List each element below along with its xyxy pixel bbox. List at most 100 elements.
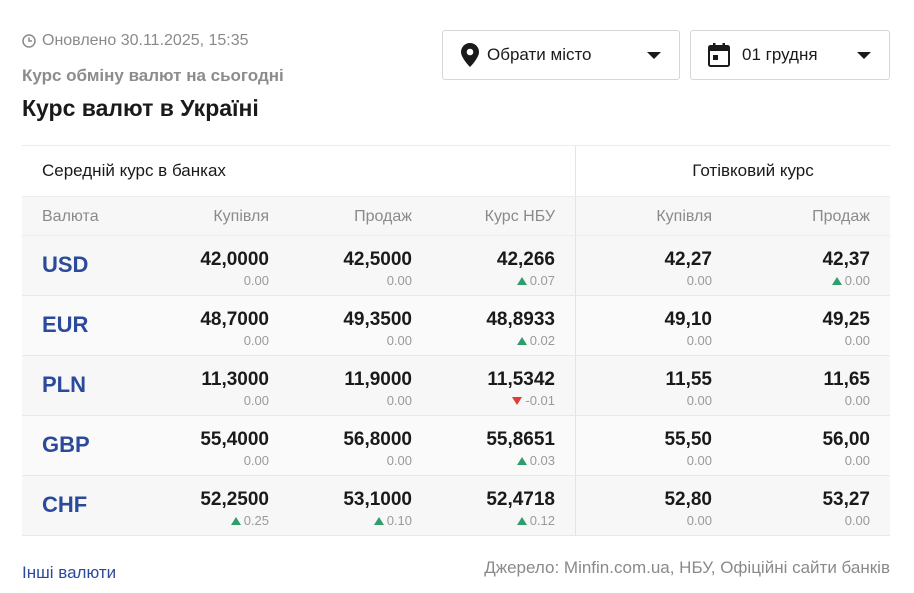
cash-sell-change-value: 0.00 [844,333,870,348]
cash-buy-change-value: 0.00 [686,513,712,528]
nbu-change-value: 0.07 [529,273,555,288]
cash-sell-cell: 11,65 0.00 [824,369,871,408]
cash-buy-value: 55,50 [664,429,712,450]
location-pin-icon [461,43,479,67]
cash-buy-change-value: 0.00 [686,273,712,288]
city-select[interactable]: Обрати місто [442,30,680,80]
col-nbu: Курс НБУ [484,208,555,225]
cash-sell-cell: 42,37 0.00 [822,249,870,288]
sell-cell: 56,8000 0.00 [343,429,412,468]
city-select-label: Обрати місто [487,45,592,64]
date-select[interactable]: 01 грудня [690,30,890,80]
buy-change-value: 0.00 [243,273,269,288]
sell-cell: 42,5000 0.00 [343,249,412,288]
sell-change: 0.00 [343,453,412,468]
column-divider [575,197,576,235]
cash-sell-value: 49,25 [822,309,870,330]
sell-change: 0.10 [343,513,412,528]
other-currencies-link[interactable]: Інші валюти [22,563,117,582]
cash-sell-cell: 53,27 0.00 [822,489,870,528]
date-select-label: 01 грудня [742,45,818,64]
sell-value: 56,8000 [343,429,412,450]
rates-table: Середній курс в банках Готівковий курс В… [22,145,890,536]
sell-change-value: 0.00 [386,453,412,468]
cash-buy-change: 0.00 [664,453,712,468]
buy-value: 52,2500 [200,489,269,510]
buy-change-value: 0.00 [243,453,269,468]
nbu-value: 11,5342 [487,369,555,390]
sell-cell: 53,1000 0.10 [343,489,412,528]
cash-sell-change-value: 0.00 [844,513,870,528]
sell-change: 0.00 [343,333,412,348]
nbu-change-value: -0.01 [525,393,555,408]
cash-buy-cell: 49,10 0.00 [664,309,712,348]
cash-sell-change-value: 0.00 [844,393,870,408]
currency-code-link[interactable]: CHF [42,492,88,517]
source-note: Джерело: Minfin.com.ua, НБУ, Офіційні са… [484,558,890,577]
buy-change: 0.00 [200,333,269,348]
column-divider [575,476,576,535]
currency-code-link[interactable]: USD [42,252,89,277]
group-bank-average: Середній курс в банках [22,146,576,196]
arrow-up-icon [230,517,241,525]
updated-info: Оновлено 30.11.2025, 15:35 [22,32,249,50]
buy-value: 48,7000 [200,309,269,330]
col-sell: Продаж [354,208,412,225]
cash-buy-change: 0.00 [666,393,712,408]
nbu-change-value: 0.02 [529,333,555,348]
nbu-value: 55,8651 [486,429,555,450]
cash-buy-value: 42,27 [664,249,712,270]
col-currency: Валюта [42,208,99,225]
nbu-change: 0.07 [497,273,555,288]
caret-down-icon [857,52,871,59]
currency-code-link[interactable]: PLN [42,372,86,397]
column-divider [575,356,576,415]
cash-buy-cell: 52,80 0.00 [664,489,712,528]
nbu-cell: 52,4718 0.12 [486,489,555,528]
buy-value: 55,4000 [200,429,269,450]
cash-buy-value: 49,10 [664,309,712,330]
nbu-change: -0.01 [487,393,555,408]
cash-buy-change: 0.00 [664,513,712,528]
column-divider [575,416,576,475]
group-cash-rate: Готівковий курс [692,161,814,180]
arrow-down-icon [512,397,523,405]
buy-value: 42,0000 [200,249,269,270]
arrow-up-icon [516,277,527,285]
cash-buy-change-value: 0.00 [686,453,712,468]
sell-change: 0.00 [343,273,412,288]
caret-down-icon [647,52,661,59]
nbu-value: 48,8933 [486,309,555,330]
table-row: USD 42,0000 0.00 42,5000 0.00 42,266 0.07 42,27… [22,236,890,296]
buy-change: 0.25 [200,513,269,528]
table-row: EUR 48,7000 0.00 49,3500 0.00 48,8933 0.02 49,1… [22,296,890,356]
sell-cell: 49,3500 0.00 [343,309,412,348]
nbu-change-value: 0.12 [529,513,555,528]
buy-change: 0.00 [200,453,269,468]
currency-code-link[interactable]: EUR [42,312,89,337]
nbu-change: 0.12 [486,513,555,528]
cash-buy-value: 52,80 [664,489,712,510]
nbu-cell: 55,8651 0.03 [486,429,555,468]
arrow-up-icon [516,337,527,345]
cash-sell-change: 0.00 [822,513,870,528]
nbu-cell: 42,266 0.07 [497,249,555,288]
table-group-header: Середній курс в банках Готівковий курс [22,145,890,197]
currency-code-link[interactable]: GBP [42,432,90,457]
arrow-up-icon [516,457,527,465]
cash-sell-change: 0.00 [822,273,870,288]
buy-cell: 42,0000 0.00 [200,249,269,288]
nbu-change-value: 0.03 [529,453,555,468]
sell-value: 49,3500 [343,309,412,330]
updated-text: Оновлено 30.11.2025, 15:35 [42,32,249,49]
cash-buy-value: 11,55 [665,369,713,390]
cash-buy-change-value: 0.00 [686,393,712,408]
sell-change-value: 0.00 [386,393,412,408]
column-divider [575,236,576,295]
table-column-header: Валюта Купівля Продаж Курс НБУ Купівля П… [22,197,890,236]
cash-buy-cell: 42,27 0.00 [664,249,712,288]
sell-change: 0.00 [344,393,412,408]
cash-sell-change: 0.00 [822,333,870,348]
cash-buy-cell: 11,55 0.00 [666,369,713,408]
table-body: USD 42,0000 0.00 42,5000 0.00 42,266 0.07 42,27… [22,236,890,536]
